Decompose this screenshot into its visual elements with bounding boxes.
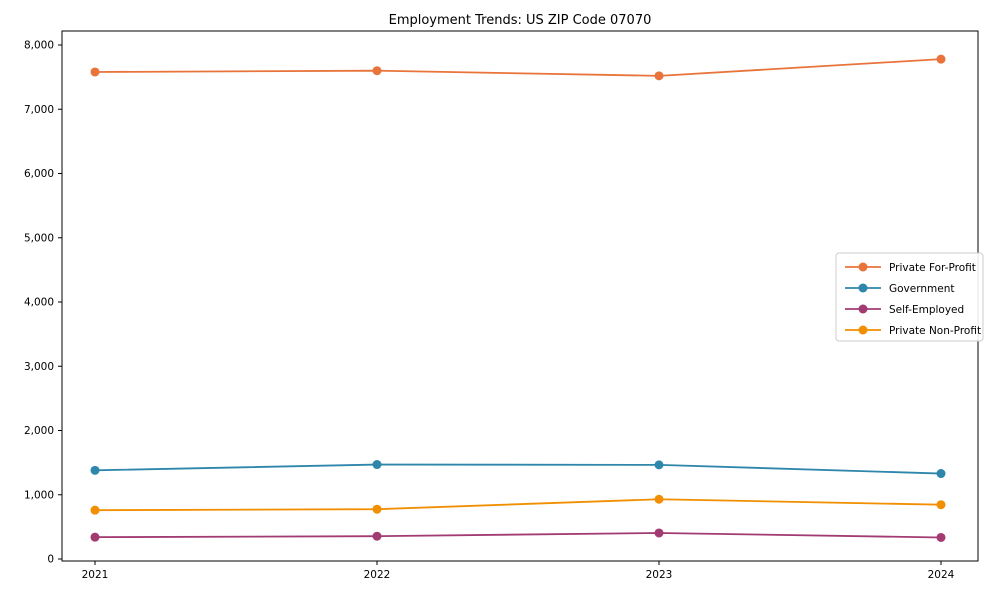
legend-sample-marker [858, 304, 868, 314]
data-point-marker [372, 66, 382, 76]
data-point-marker [372, 504, 382, 514]
x-axis-tick-label: 2022 [364, 569, 391, 581]
data-point-marker [936, 532, 946, 542]
series-line-government [94, 463, 942, 475]
data-point-marker [90, 465, 100, 475]
data-point-marker [936, 469, 946, 479]
y-axis-tick-label: 7,000 [24, 104, 54, 116]
y-axis-tick-label: 6,000 [24, 168, 54, 180]
data-point-marker [372, 460, 382, 470]
x-axis-tick-label: 2021 [82, 569, 109, 581]
data-point-marker [654, 460, 664, 470]
data-point-marker [90, 532, 100, 542]
y-axis-tick-label: 3,000 [24, 361, 54, 373]
legend-sample-marker [858, 283, 868, 293]
legend-label: Private For-Profit [889, 262, 976, 274]
y-axis-tick-label: 5,000 [24, 232, 54, 244]
legend-sample-marker [858, 325, 868, 335]
y-axis-tick-label: 8,000 [24, 40, 54, 52]
chart-title: Employment Trends: US ZIP Code 07070 [388, 13, 652, 28]
series-line-private-non-profit [94, 498, 942, 512]
y-axis-tick-label: 0 [47, 554, 54, 566]
data-point-marker [90, 505, 100, 515]
legend-item: Self-Employed [845, 304, 964, 316]
data-point-marker [654, 494, 664, 504]
data-point-marker [372, 531, 382, 541]
legend-label: Private Non-Profit [889, 325, 981, 337]
x-axis-tick-label: 2024 [928, 569, 955, 581]
series-line-self-employed [94, 532, 942, 539]
legend-item: Government [845, 283, 954, 295]
x-axis-tick-label: 2023 [646, 569, 673, 581]
data-point-marker [90, 67, 100, 77]
legend-label: Government [889, 283, 954, 295]
legend-label: Self-Employed [889, 304, 964, 316]
data-point-marker [936, 54, 946, 64]
legend-item: Private For-Profit [845, 262, 976, 274]
data-point-marker [936, 500, 946, 510]
legend-box [835, 252, 984, 342]
legend-sample-marker [858, 262, 868, 272]
y-axis-tick-label: 1,000 [24, 489, 54, 501]
data-point-marker [654, 71, 664, 81]
data-point-marker [654, 528, 664, 538]
y-axis-tick-label: 4,000 [24, 297, 54, 309]
y-axis-tick-label: 2,000 [24, 425, 54, 437]
series-line-private-for-profit [94, 58, 942, 77]
legend-item: Private Non-Profit [845, 325, 981, 337]
